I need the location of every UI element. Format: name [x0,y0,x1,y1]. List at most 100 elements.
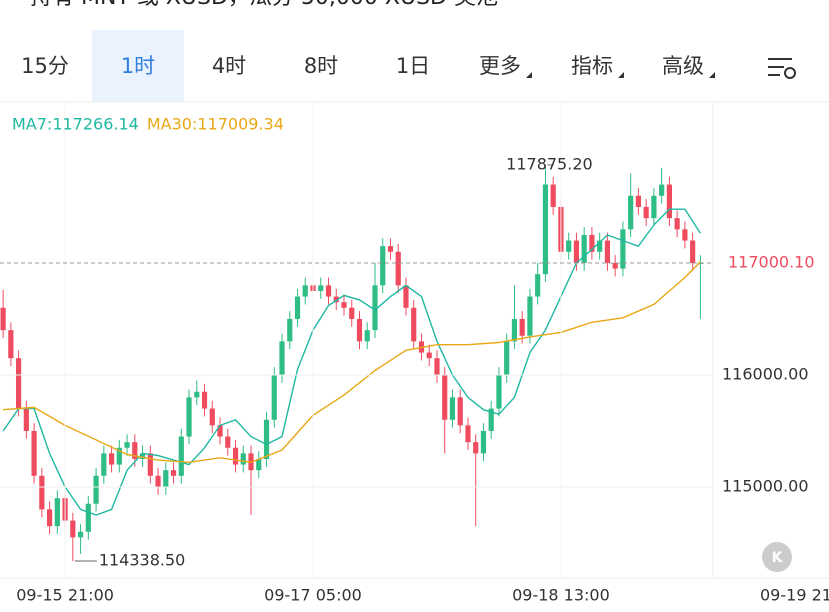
candle-body [473,442,479,454]
candle-body [232,447,239,465]
tab[interactable]: 15分 [21,54,69,78]
candle-body [403,285,409,308]
candle-body [581,234,587,263]
active-tab-bg [92,30,184,102]
candle-body [209,408,215,426]
candle-body [318,285,324,291]
candle-body [480,430,487,454]
candle-body [682,229,688,241]
candle-body [217,425,223,437]
candle-body [573,240,580,263]
candle-body [527,296,533,336]
candle-body [70,520,76,538]
candle-body [457,397,463,426]
x-tick-label: 09-19 21:00 [760,586,829,605]
ma-line [2,208,701,516]
candle-body [201,391,208,409]
candle-body [496,374,502,409]
candle-body [449,397,456,420]
min-label: 114338.50 [99,551,186,570]
candle-body [23,408,29,431]
candle-body [186,397,192,437]
tab[interactable]: 1日 [396,54,430,78]
tab[interactable]: 指标 [571,54,613,78]
y-tick-label: 116000.00 [722,364,809,383]
candle-body [325,285,332,297]
svg-text:K: K [772,550,784,566]
candle-body [147,453,153,476]
kline-button[interactable]: K [762,542,792,572]
dropdown-arrow [618,72,624,78]
candle-body [511,318,518,342]
last-price-label: 117000.10 [728,252,815,271]
candle-body [659,184,665,196]
candle-body [566,240,572,252]
candle-body [0,307,6,331]
tab[interactable]: 8时 [304,54,338,78]
candle-body [620,229,626,269]
candle-body [395,251,401,286]
dropdown-arrow [709,72,715,78]
max-label: 117875.20 [506,154,593,173]
candle-body [434,358,440,375]
tab[interactable]: 更多 [479,54,521,78]
x-tick-label: 09-17 05:00 [264,586,362,605]
candle-body [356,318,363,342]
candle-body [589,234,595,252]
candle-body [550,184,556,207]
candle-body [442,374,448,420]
candle-body [287,318,293,342]
dropdown-arrow [526,72,532,78]
candle-body [194,391,200,398]
candle-body [256,458,262,471]
x-tick-label: 09-15 21:00 [16,586,114,605]
candle-body [155,475,161,487]
candle-body [349,307,355,319]
candle-body [666,184,672,219]
y-tick-label: 115000.00 [722,476,809,495]
candle-body [170,470,177,476]
tab[interactable]: 高级 [662,54,704,78]
candle-body [604,240,611,263]
candle-body [341,302,347,308]
candle-body [612,262,618,269]
tab[interactable]: 4时 [212,54,246,78]
candle-body [387,246,394,252]
candle-body [690,240,696,263]
plot [0,164,703,562]
candle-body [674,218,680,230]
candle-body [597,240,603,252]
candle-body [372,285,378,331]
candle-body [542,184,549,275]
ma-line [3,261,701,464]
settings-icon[interactable] [768,58,796,79]
candle-body [426,352,432,359]
x-tick-label: 09-18 13:00 [512,586,610,605]
candle-body [15,358,22,409]
candle-body [465,425,471,443]
candle-body [77,531,84,538]
candle-body [519,318,525,336]
candle-body [101,453,107,476]
candle-body [333,296,339,303]
candle-body [535,274,541,297]
candle-body [263,419,270,459]
legend-entry: MA7:117266.14 [12,115,139,134]
candle-body [279,341,285,375]
candle-body [651,195,657,219]
candle-body [85,503,91,532]
candle-body [271,374,277,420]
candle-body [139,453,146,459]
tab[interactable]: 1时 [121,54,155,78]
candle-body [178,436,184,476]
candle-body [124,442,130,448]
candle-body [39,475,45,510]
candle-body [163,470,169,487]
candle-body [504,341,510,375]
candle-body [225,436,231,448]
candle-body [46,509,53,527]
candle-body [294,296,301,319]
candle-body [93,475,99,504]
